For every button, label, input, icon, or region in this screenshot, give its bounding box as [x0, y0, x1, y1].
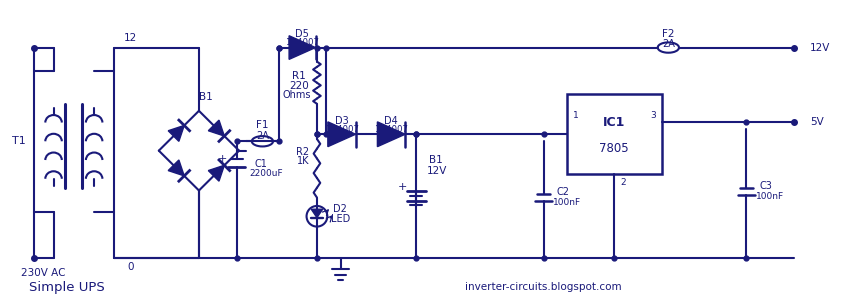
Text: D3: D3 — [334, 116, 349, 126]
Text: 220: 220 — [289, 81, 309, 91]
Text: 100nF: 100nF — [553, 198, 581, 207]
Text: 100nF: 100nF — [756, 192, 784, 201]
Text: F2: F2 — [662, 29, 675, 39]
Text: 1N4007: 1N4007 — [285, 38, 319, 47]
Text: IC1: IC1 — [603, 116, 625, 129]
Text: 2200uF: 2200uF — [249, 169, 283, 178]
Polygon shape — [328, 122, 356, 147]
FancyBboxPatch shape — [567, 95, 661, 174]
Text: T1: T1 — [12, 136, 26, 146]
Text: 2A: 2A — [662, 39, 675, 49]
Text: 0: 0 — [128, 262, 134, 272]
Polygon shape — [168, 160, 184, 176]
Text: 5V: 5V — [810, 117, 824, 127]
Polygon shape — [289, 36, 316, 59]
Text: 230V AC: 230V AC — [21, 268, 66, 278]
Text: 12V: 12V — [427, 166, 448, 176]
Text: R1: R1 — [292, 71, 306, 81]
Polygon shape — [377, 122, 405, 147]
Polygon shape — [168, 125, 184, 141]
Text: C3: C3 — [760, 181, 773, 191]
Text: 7805: 7805 — [599, 142, 629, 155]
Text: +: + — [398, 182, 408, 192]
Text: F1: F1 — [256, 120, 269, 130]
Text: R2: R2 — [296, 147, 310, 157]
Text: 1N4007: 1N4007 — [325, 125, 359, 134]
Text: LED: LED — [331, 214, 350, 224]
Text: 1: 1 — [573, 111, 579, 120]
Text: D2: D2 — [333, 204, 346, 214]
Text: 12: 12 — [124, 33, 137, 43]
Text: 1K: 1K — [296, 156, 309, 166]
Text: D5: D5 — [295, 29, 309, 39]
Text: B1: B1 — [429, 155, 443, 165]
Text: Ohms: Ohms — [283, 90, 311, 100]
Text: D4: D4 — [385, 116, 398, 126]
Polygon shape — [208, 120, 225, 136]
Polygon shape — [208, 165, 225, 181]
Text: 1N4007: 1N4007 — [374, 125, 408, 134]
Text: C2: C2 — [557, 187, 570, 197]
Text: 2: 2 — [620, 178, 625, 187]
Polygon shape — [311, 209, 323, 218]
Text: 12V: 12V — [810, 43, 831, 53]
Text: C1: C1 — [254, 159, 268, 169]
Text: 3: 3 — [650, 111, 656, 120]
Text: Simple UPS: Simple UPS — [29, 281, 105, 294]
Text: inverter-circuits.blogspot.com: inverter-circuits.blogspot.com — [465, 282, 622, 293]
Text: +: + — [218, 154, 227, 164]
Text: 2A: 2A — [256, 131, 269, 141]
Text: B1: B1 — [199, 92, 213, 102]
